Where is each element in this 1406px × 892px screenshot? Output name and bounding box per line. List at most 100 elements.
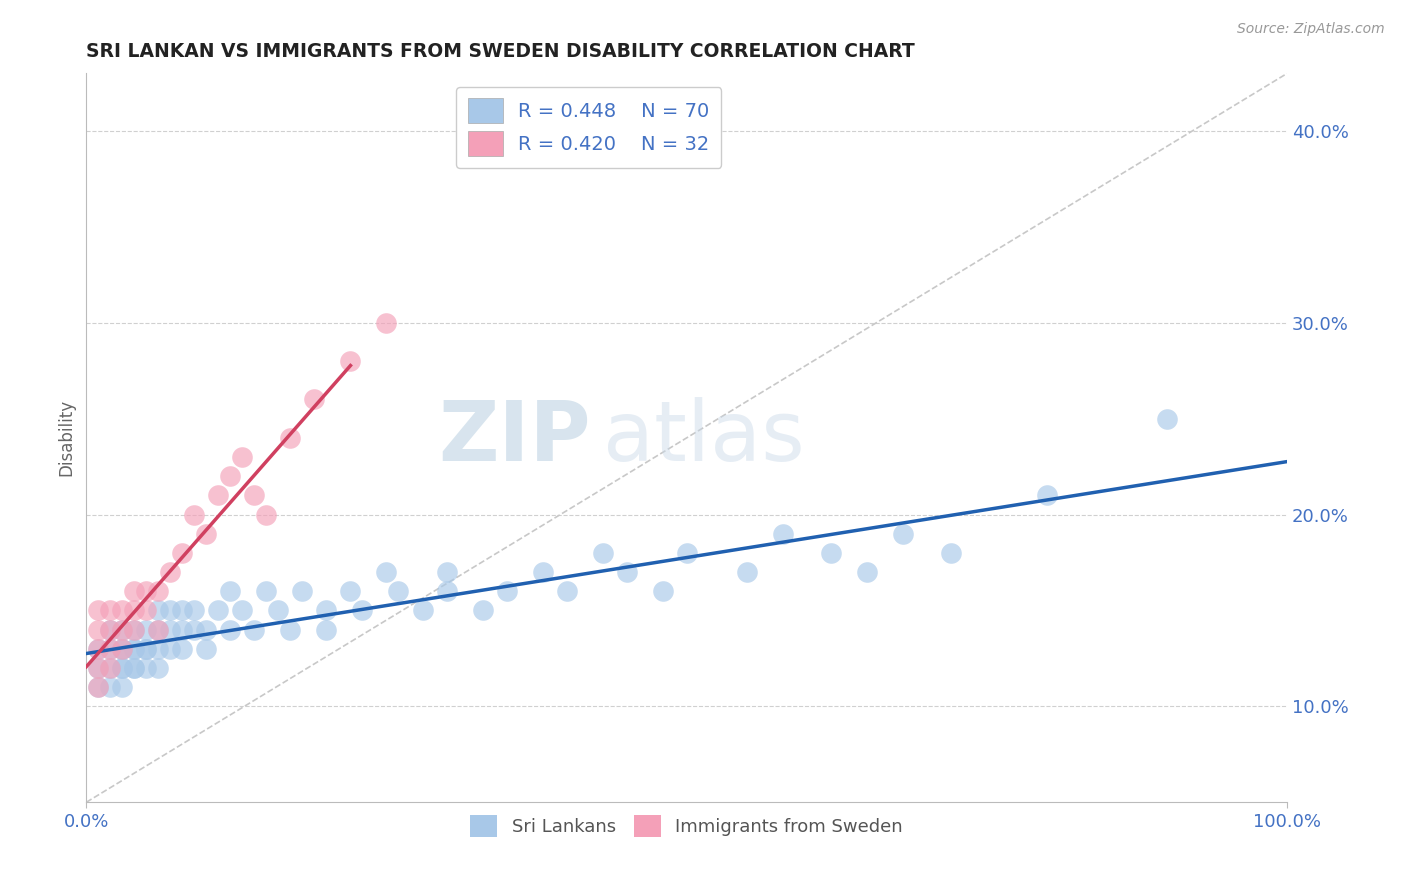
Legend: Sri Lankans, Immigrants from Sweden: Sri Lankans, Immigrants from Sweden <box>463 808 910 844</box>
Point <box>148 584 170 599</box>
Point <box>436 584 458 599</box>
Point <box>195 641 218 656</box>
Point <box>87 661 110 675</box>
Point <box>735 565 758 579</box>
Point <box>219 469 242 483</box>
Point <box>172 641 194 656</box>
Point <box>352 603 374 617</box>
Point <box>291 584 314 599</box>
Point <box>135 661 157 675</box>
Point <box>124 641 146 656</box>
Point <box>772 526 794 541</box>
Point <box>267 603 290 617</box>
Point <box>98 641 121 656</box>
Text: ZIP: ZIP <box>439 397 591 478</box>
Point <box>219 623 242 637</box>
Point <box>124 661 146 675</box>
Point <box>280 623 302 637</box>
Point <box>124 584 146 599</box>
Point <box>856 565 879 579</box>
Point <box>891 526 914 541</box>
Point <box>135 603 157 617</box>
Point <box>651 584 673 599</box>
Text: SRI LANKAN VS IMMIGRANTS FROM SWEDEN DISABILITY CORRELATION CHART: SRI LANKAN VS IMMIGRANTS FROM SWEDEN DIS… <box>86 42 915 61</box>
Point <box>820 546 842 560</box>
Point <box>592 546 614 560</box>
Point <box>172 603 194 617</box>
Point <box>159 623 181 637</box>
Point <box>231 603 253 617</box>
Point <box>939 546 962 560</box>
Point <box>159 641 181 656</box>
Point <box>148 623 170 637</box>
Point <box>183 603 205 617</box>
Point <box>183 623 205 637</box>
Point <box>111 641 134 656</box>
Point <box>616 565 638 579</box>
Point <box>555 584 578 599</box>
Point <box>111 623 134 637</box>
Point <box>87 641 110 656</box>
Y-axis label: Disability: Disability <box>58 400 75 476</box>
Point <box>135 641 157 656</box>
Point <box>111 661 134 675</box>
Point <box>159 603 181 617</box>
Point <box>111 641 134 656</box>
Point <box>675 546 697 560</box>
Point <box>87 680 110 694</box>
Point <box>148 603 170 617</box>
Point <box>111 661 134 675</box>
Point <box>339 354 361 368</box>
Point <box>315 603 337 617</box>
Point <box>471 603 494 617</box>
Point <box>243 623 266 637</box>
Text: atlas: atlas <box>603 397 804 478</box>
Point <box>148 623 170 637</box>
Point <box>1036 488 1059 502</box>
Point <box>135 641 157 656</box>
Point <box>339 584 361 599</box>
Point <box>148 661 170 675</box>
Point <box>280 431 302 445</box>
Point <box>183 508 205 522</box>
Point <box>98 603 121 617</box>
Point <box>135 623 157 637</box>
Point <box>315 623 337 637</box>
Point <box>195 526 218 541</box>
Point <box>124 641 146 656</box>
Point <box>111 603 134 617</box>
Point <box>148 641 170 656</box>
Point <box>87 641 110 656</box>
Point <box>172 623 194 637</box>
Point <box>124 661 146 675</box>
Point <box>98 661 121 675</box>
Point <box>98 661 121 675</box>
Point <box>159 565 181 579</box>
Point <box>111 680 134 694</box>
Point <box>124 603 146 617</box>
Point <box>111 623 134 637</box>
Point <box>124 623 146 637</box>
Point <box>207 603 229 617</box>
Point <box>111 641 134 656</box>
Point <box>375 316 398 330</box>
Point <box>231 450 253 464</box>
Point <box>531 565 554 579</box>
Point <box>254 584 277 599</box>
Text: Source: ZipAtlas.com: Source: ZipAtlas.com <box>1237 22 1385 37</box>
Point <box>98 641 121 656</box>
Point <box>436 565 458 579</box>
Point <box>1156 411 1178 425</box>
Point <box>304 392 326 407</box>
Point <box>375 565 398 579</box>
Point <box>195 623 218 637</box>
Point <box>207 488 229 502</box>
Point <box>172 546 194 560</box>
Point <box>254 508 277 522</box>
Point <box>87 661 110 675</box>
Point <box>87 603 110 617</box>
Point <box>219 584 242 599</box>
Point <box>387 584 409 599</box>
Point <box>243 488 266 502</box>
Point <box>98 623 121 637</box>
